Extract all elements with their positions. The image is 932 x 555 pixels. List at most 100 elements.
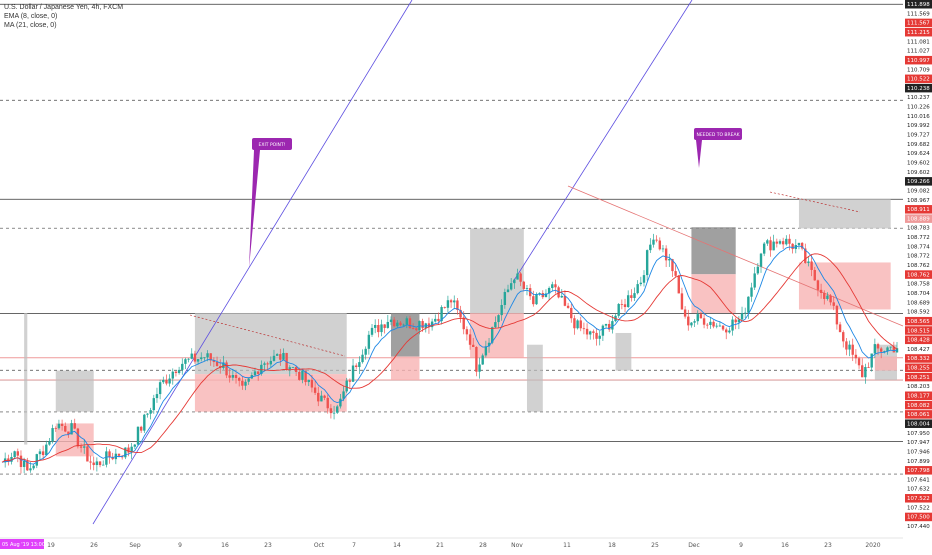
- y-tick-label: 108.255: [907, 366, 930, 372]
- candle-body: [136, 426, 140, 445]
- candle-body: [462, 317, 465, 330]
- candle-body: [589, 331, 592, 335]
- candle-body: [355, 365, 358, 368]
- candle-body: [639, 282, 643, 285]
- zone-box: [798, 199, 891, 229]
- candle-body: [193, 353, 197, 362]
- candle-body: [797, 242, 801, 246]
- candle-body: [26, 460, 29, 471]
- exit-point-note-text: EXIT POINT!: [259, 142, 286, 148]
- y-tick-label: 108.251: [907, 375, 930, 381]
- moving-averages: [1, 245, 898, 465]
- y-tick-box: [905, 438, 932, 447]
- candle-body: [326, 397, 329, 409]
- candle-body: [98, 461, 102, 466]
- x-tick-label: 23: [264, 542, 272, 549]
- candle-body: [339, 398, 342, 407]
- candle-body: [158, 382, 162, 395]
- y-tick-label: 110.709: [907, 67, 930, 73]
- candle-body: [879, 348, 883, 352]
- candle-body: [747, 296, 750, 313]
- candle-body: [743, 312, 747, 314]
- candle-body: [124, 447, 127, 458]
- candle-body: [876, 344, 880, 349]
- y-tick-label: 110.237: [907, 95, 930, 101]
- candle-body: [750, 287, 753, 297]
- exit-point-note-box: [252, 138, 292, 150]
- candle-body: [465, 329, 469, 335]
- y-tick-label: 109.266: [907, 179, 930, 185]
- y-tick-box: [905, 214, 932, 223]
- candle-body: [800, 242, 804, 249]
- candle-body: [402, 324, 405, 326]
- y-tick-label: 107.946: [907, 449, 930, 455]
- x-tick-label: Nov: [511, 542, 523, 549]
- y-tick-label: 108.515: [907, 328, 930, 334]
- candle-body: [762, 243, 766, 254]
- zone-box: [24, 312, 28, 445]
- candle-body: [228, 375, 231, 378]
- zone-box: [390, 356, 420, 380]
- y-tick-label: 109.992: [907, 123, 930, 129]
- zone-box: [615, 332, 632, 371]
- candle-body: [503, 291, 507, 305]
- candle-body: [668, 259, 671, 261]
- candle-body: [557, 287, 560, 298]
- y-tick-box: [905, 223, 932, 233]
- y-tick-box: [905, 363, 932, 373]
- ema-line: [1, 245, 898, 465]
- candle-body: [152, 398, 156, 411]
- y-tick-label: 107.947: [907, 440, 930, 446]
- candle-body: [522, 281, 526, 289]
- crosshair-date-box: [0, 539, 44, 549]
- y-tick-label: 108.061: [907, 412, 930, 418]
- candle-body: [48, 441, 51, 445]
- y-tick-label: 108.203: [907, 384, 930, 390]
- candle-body: [490, 327, 494, 343]
- zone-box: [874, 356, 897, 371]
- legend-ma: MA (21, close, 0): [4, 22, 57, 29]
- y-tick-label: 107.641: [907, 477, 930, 483]
- candle-body: [32, 465, 35, 469]
- y-tick-label: 108.082: [907, 403, 930, 409]
- candle-body: [383, 324, 386, 328]
- candle-body: [171, 371, 174, 379]
- candle-body: [105, 451, 108, 465]
- candle-body: [291, 367, 295, 368]
- candle-body: [693, 321, 696, 323]
- y-tick-label: 108.332: [907, 356, 930, 362]
- y-tick-box: [905, 261, 932, 270]
- x-tick-label: 18: [608, 542, 616, 549]
- y-tick-box: [905, 391, 932, 400]
- candle-body: [623, 304, 627, 308]
- ma-line: [1, 253, 898, 463]
- candle-body: [377, 324, 380, 333]
- candle-body: [456, 300, 459, 310]
- y-tick-box: [905, 233, 932, 242]
- candle-body: [547, 288, 551, 294]
- candle-body: [535, 294, 538, 305]
- candle-body: [155, 394, 159, 399]
- candle-body: [674, 271, 677, 276]
- y-tick-label: 110.016: [907, 114, 930, 120]
- y-tick-box: [905, 419, 932, 428]
- candle-body: [16, 451, 20, 456]
- y-tick-label: 111.081: [907, 39, 930, 45]
- y-tick-label: 109.682: [907, 142, 930, 148]
- candle-body: [244, 381, 247, 386]
- y-tick-box: [905, 167, 932, 177]
- candle-body: [19, 455, 23, 467]
- candle-body: [532, 296, 535, 305]
- candle-body: [453, 300, 456, 303]
- candle-body: [332, 412, 336, 414]
- candle-body: [51, 428, 54, 442]
- y-tick-box: [905, 326, 932, 335]
- y-tick-label: 111.569: [907, 11, 930, 17]
- candle-body: [345, 380, 348, 392]
- y-tick-label: 108.772: [907, 254, 930, 260]
- candle-body: [813, 269, 816, 281]
- needed-to-break-note-box: [694, 128, 742, 140]
- needed-to-break-note-pointer: [696, 140, 702, 168]
